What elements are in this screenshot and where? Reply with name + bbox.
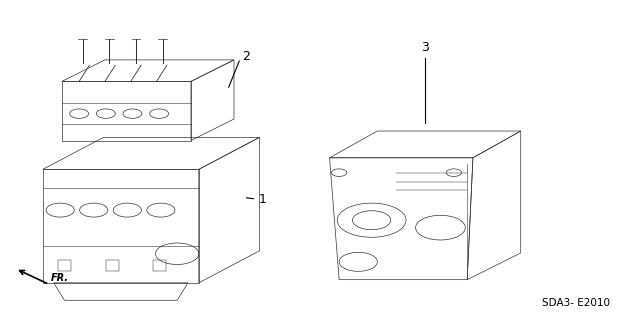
Bar	[106, 260, 118, 271]
Bar	[58, 260, 71, 271]
Text: SDA3- E2010: SDA3- E2010	[542, 298, 610, 308]
Text: 3: 3	[421, 41, 429, 54]
Text: 1: 1	[258, 193, 266, 205]
Text: 2: 2	[243, 50, 250, 63]
Bar	[154, 260, 166, 271]
Text: FR.: FR.	[51, 273, 69, 284]
